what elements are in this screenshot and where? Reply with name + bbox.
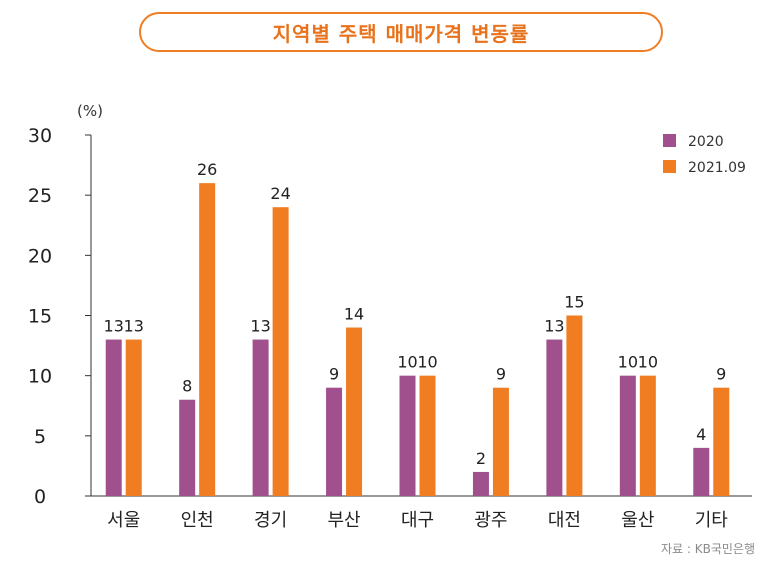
bar: [639, 375, 656, 496]
y-tick-label: 0: [34, 486, 46, 508]
bar: [252, 339, 269, 496]
data-label: 10: [397, 353, 417, 372]
bar: [125, 339, 142, 496]
bar: [566, 315, 583, 496]
x-tick-label: 서울: [107, 510, 140, 531]
y-tick-label: 30: [28, 125, 52, 147]
data-label: 15: [564, 293, 584, 312]
y-axis-label: (%): [77, 102, 103, 120]
data-label: 13: [250, 317, 270, 336]
data-label: 13: [124, 317, 144, 336]
x-tick-label: 기타: [695, 510, 729, 531]
bar: [326, 387, 343, 496]
y-tick-label: 20: [28, 245, 52, 267]
data-label: 4: [696, 425, 706, 444]
data-label: 24: [270, 184, 290, 203]
x-tick-label: 대구: [401, 510, 434, 531]
data-label: 8: [182, 377, 192, 396]
legend-label: 2021.09: [688, 160, 746, 176]
data-label: 10: [618, 353, 638, 372]
bar: [419, 375, 436, 496]
x-tick-label: 대전: [548, 510, 581, 531]
bar: [492, 387, 509, 496]
x-tick-label: 부산: [327, 510, 360, 531]
x-tick-label: 인천: [181, 510, 214, 531]
y-tick-label: 5: [34, 426, 46, 448]
x-tick-label: 경기: [254, 510, 287, 531]
legend-swatch: [663, 134, 676, 147]
bar: [546, 339, 563, 496]
y-tick-label: 15: [28, 306, 52, 328]
x-tick-label: 울산: [621, 510, 654, 531]
legend-label: 2020: [688, 134, 724, 150]
bar: [272, 207, 289, 496]
y-tick-label: 10: [28, 366, 52, 388]
data-label: 13: [544, 317, 564, 336]
data-label: 9: [329, 365, 339, 384]
legend-swatch: [663, 160, 676, 173]
data-label: 26: [197, 160, 217, 179]
bar: [472, 471, 489, 496]
bar: [179, 399, 196, 496]
bar: [346, 327, 363, 496]
bars: [105, 183, 730, 496]
bar: [619, 375, 636, 496]
bar: [713, 387, 730, 496]
bar: [399, 375, 416, 496]
bar: [199, 183, 216, 496]
data-label: 9: [716, 365, 726, 384]
axes: 0 5 10 15 20 25 30 (%) 서울 인천 경기 부산 대구 광주 대전 울산 기타: [28, 102, 752, 531]
source-note: 자료 : KB국민은행: [660, 542, 755, 556]
data-label: 9: [496, 365, 506, 384]
data-label: 13: [104, 317, 124, 336]
data-label: 10: [417, 353, 437, 372]
x-tick-label: 광주: [474, 510, 507, 531]
data-label: 10: [638, 353, 658, 372]
bar: [693, 447, 710, 496]
data-label: 14: [344, 305, 364, 324]
chart-title: 지역별 주택 매매가격 변동률: [139, 12, 663, 52]
data-label: 2: [476, 449, 486, 468]
y-tick-label: 25: [28, 185, 52, 207]
legend: 2020 2021.09: [663, 134, 746, 176]
bar: [105, 339, 122, 496]
